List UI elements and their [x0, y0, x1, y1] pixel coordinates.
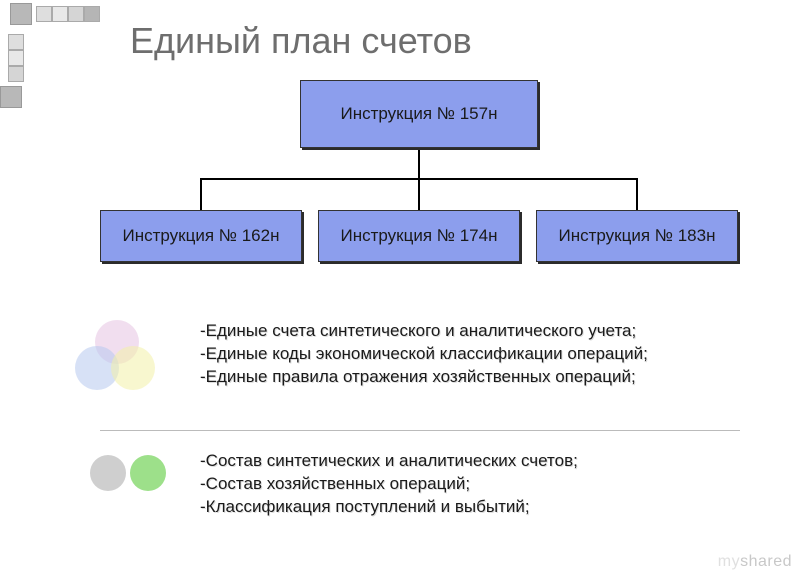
decor-side-large: [0, 86, 22, 108]
two-circles-icon: [90, 455, 166, 491]
watermark-pre: my: [718, 553, 740, 570]
bullet-item: -Единые счета синтетического и аналитиче…: [200, 320, 648, 343]
decor-square-small: [36, 6, 52, 22]
org-diagram: Инструкция № 157н Инструкция № 162н Инст…: [100, 80, 740, 290]
connector-trunk: [418, 146, 420, 178]
node-label: Инструкция № 183н: [559, 226, 716, 246]
bullet-item: -Единые правила отражения хозяйственных …: [200, 366, 648, 389]
node-label: Инструкция № 157н: [341, 104, 498, 124]
node-root: Инструкция № 157н: [300, 80, 538, 148]
separator-line: [100, 430, 740, 431]
node-child-3: Инструкция № 183н: [536, 210, 738, 262]
bullet-list-upper: -Единые счета синтетического и аналитиче…: [200, 320, 648, 389]
decor-square-small: [68, 6, 84, 22]
node-label: Инструкция № 162н: [123, 226, 280, 246]
decor-square-large: [10, 3, 32, 25]
side-decoration: [0, 34, 24, 108]
bullet-item: -Состав синтетических и аналитических сч…: [200, 450, 578, 473]
node-label: Инструкция № 174н: [341, 226, 498, 246]
venn-icon: [75, 320, 160, 390]
watermark: myshared: [718, 553, 792, 571]
header-decoration: [0, 0, 100, 28]
node-child-2: Инструкция № 174н: [318, 210, 520, 262]
decor-side-small: [8, 34, 24, 50]
watermark-em: shared: [740, 553, 792, 570]
decor-square-strip: [36, 6, 100, 22]
connector-drop-mid: [418, 178, 420, 210]
decor-square-small: [52, 6, 68, 22]
page-title: Единый план счетов: [130, 20, 472, 62]
bullet-item: -Единые коды экономической класcификации…: [200, 343, 648, 366]
circle-grey: [90, 455, 126, 491]
node-child-1: Инструкция № 162н: [100, 210, 302, 262]
connector-drop-left: [200, 178, 202, 210]
venn-circle-c: [111, 346, 155, 390]
decor-side-small: [8, 66, 24, 82]
decor-side-small: [8, 50, 24, 66]
bullet-item: -Классификация поступлений и выбытий;: [200, 496, 578, 519]
circle-green: [130, 455, 166, 491]
bullet-item: -Состав хозяйственных операций;: [200, 473, 578, 496]
decor-square-small: [84, 6, 100, 22]
connector-drop-right: [636, 178, 638, 210]
bullet-list-lower: -Состав синтетических и аналитических сч…: [200, 450, 578, 519]
